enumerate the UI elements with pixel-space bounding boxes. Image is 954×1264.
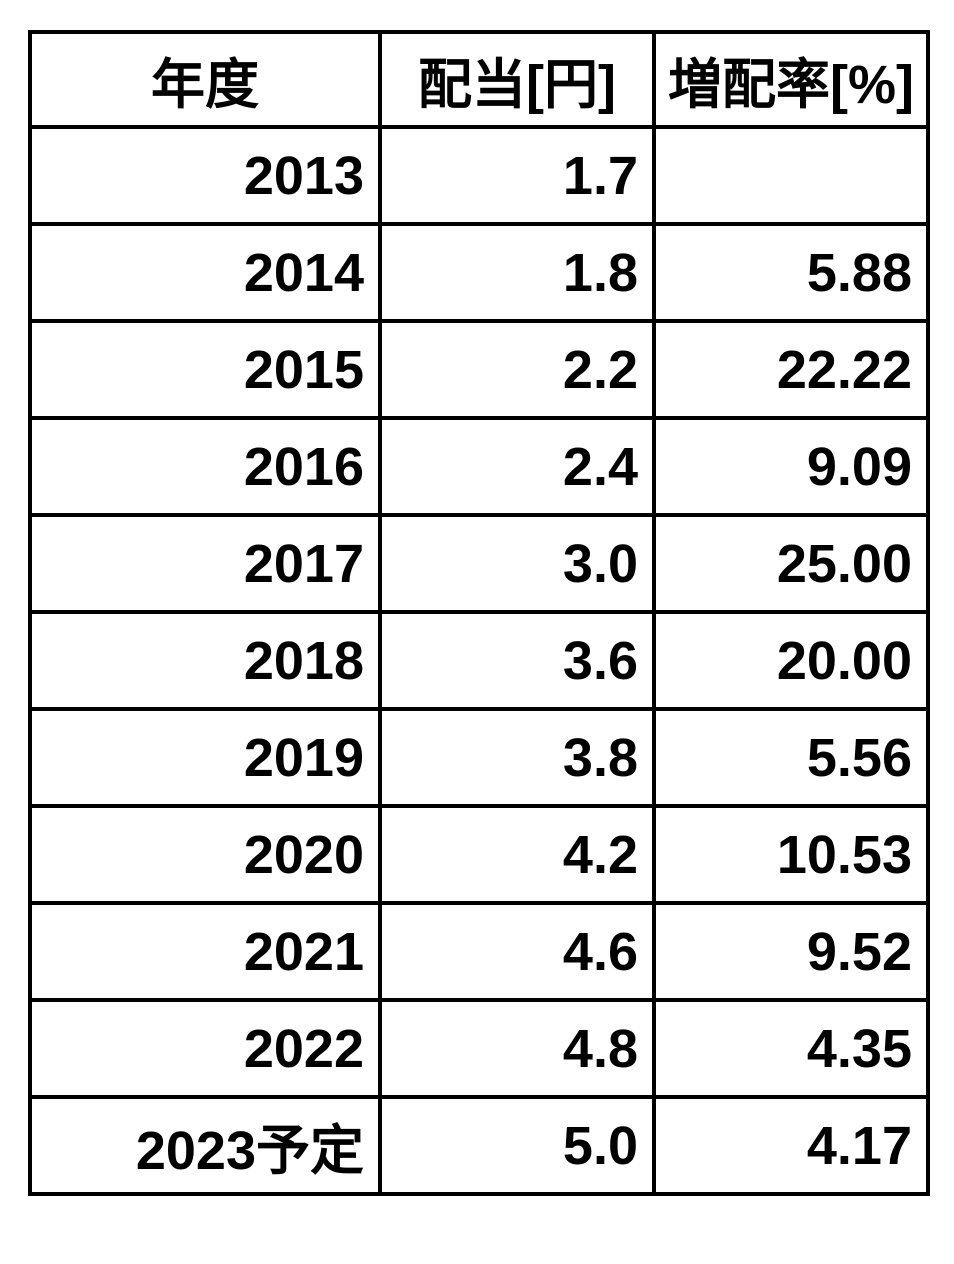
table-row: 2019 3.8 5.56 (28, 707, 930, 808)
table-row: 2014 1.8 5.88 (28, 222, 930, 323)
year-cell: 2021 (28, 901, 382, 1002)
year-cell: 2020 (28, 804, 382, 905)
table-row: 2016 2.4 9.09 (28, 416, 930, 517)
increase-rate-cell: 25.00 (652, 513, 930, 614)
dividend-cell: 4.2 (378, 804, 656, 905)
dividend-cell: 2.4 (378, 416, 656, 517)
increase-rate-cell: 4.17 (652, 1095, 930, 1196)
increase-rate-cell: 5.88 (652, 222, 930, 323)
increase-rate-cell: 9.52 (652, 901, 930, 1002)
table-row: 2020 4.2 10.53 (28, 804, 930, 905)
dividend-cell: 4.8 (378, 998, 656, 1099)
year-cell: 2016 (28, 416, 382, 517)
table-row: 2022 4.8 4.35 (28, 998, 930, 1099)
year-cell: 2017 (28, 513, 382, 614)
table-row: 2023予定 5.0 4.17 (28, 1095, 930, 1196)
col-header-dividend: 配当[円] (378, 30, 656, 129)
dividend-table: 年度 配当[円] 増配率[%] 2013 1.7 2014 1.8 5.88 2015 2.… (28, 30, 930, 1196)
dividend-cell: 3.6 (378, 610, 656, 711)
increase-rate-cell (652, 125, 930, 226)
col-header-increase-rate: 増配率[%] (652, 30, 930, 129)
dividend-cell: 1.8 (378, 222, 656, 323)
dividend-cell: 3.0 (378, 513, 656, 614)
year-cell: 2023予定 (28, 1095, 382, 1196)
dividend-cell: 5.0 (378, 1095, 656, 1196)
table-body: 2013 1.7 2014 1.8 5.88 2015 2.2 22.22 2016 2.4 9.0… (28, 125, 930, 1196)
increase-rate-cell: 22.22 (652, 319, 930, 420)
table-row: 2017 3.0 25.00 (28, 513, 930, 614)
increase-rate-cell: 5.56 (652, 707, 930, 808)
year-cell: 2019 (28, 707, 382, 808)
year-cell: 2015 (28, 319, 382, 420)
table-row: 2013 1.7 (28, 125, 930, 226)
header-row: 年度 配当[円] 増配率[%] (28, 30, 930, 129)
increase-rate-cell: 20.00 (652, 610, 930, 711)
table-row: 2015 2.2 22.22 (28, 319, 930, 420)
dividend-cell: 1.7 (378, 125, 656, 226)
year-cell: 2022 (28, 998, 382, 1099)
dividend-cell: 4.6 (378, 901, 656, 1002)
increase-rate-cell: 4.35 (652, 998, 930, 1099)
year-cell: 2018 (28, 610, 382, 711)
col-header-year: 年度 (28, 30, 382, 129)
table-row: 2018 3.6 20.00 (28, 610, 930, 711)
dividend-cell: 2.2 (378, 319, 656, 420)
year-cell: 2013 (28, 125, 382, 226)
increase-rate-cell: 9.09 (652, 416, 930, 517)
table-row: 2021 4.6 9.52 (28, 901, 930, 1002)
year-cell: 2014 (28, 222, 382, 323)
increase-rate-cell: 10.53 (652, 804, 930, 905)
dividend-cell: 3.8 (378, 707, 656, 808)
